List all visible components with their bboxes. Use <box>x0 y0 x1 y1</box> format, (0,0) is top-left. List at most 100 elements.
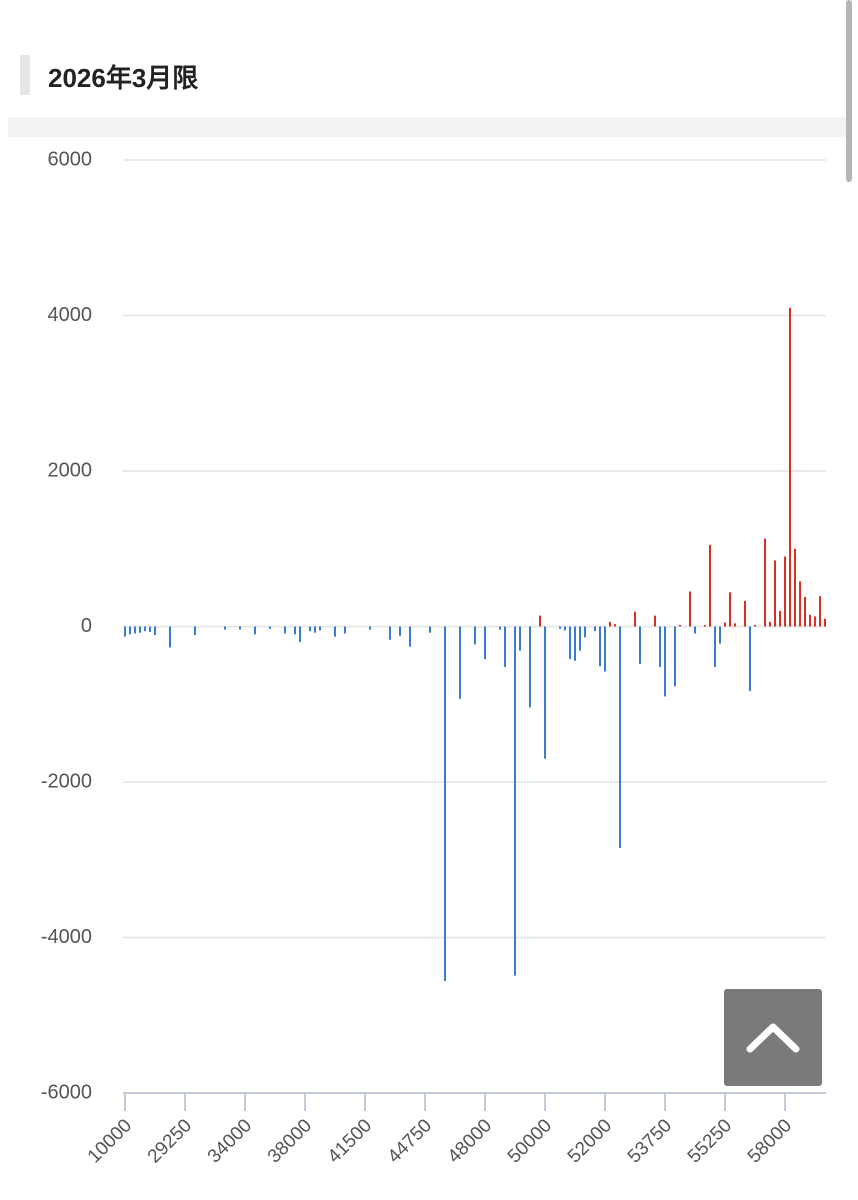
back-to-top-button[interactable] <box>724 989 822 1086</box>
chart: -6000 -4000 -2000 0 2000 4000 6000 10000 29250 34… <box>41 148 826 1167</box>
bar <box>144 626 146 632</box>
bar <box>254 626 256 635</box>
bar <box>674 626 676 687</box>
bar <box>599 626 601 667</box>
bar <box>484 626 486 660</box>
bar <box>704 624 706 627</box>
bar <box>399 626 401 636</box>
bar <box>654 615 656 627</box>
y-tick-label: -4000 <box>41 926 92 948</box>
bar <box>749 626 751 692</box>
x-tick-label: 48000 <box>444 1115 496 1167</box>
bar <box>519 626 521 651</box>
scrollbar-thumb[interactable] <box>846 0 852 182</box>
bar <box>224 626 226 630</box>
bar <box>804 596 806 627</box>
bar <box>639 626 641 664</box>
bar <box>389 626 391 640</box>
bar <box>604 626 606 672</box>
bar <box>729 592 731 627</box>
bar <box>609 621 611 627</box>
bar <box>789 307 791 627</box>
bar <box>809 614 811 627</box>
bar <box>774 560 776 627</box>
bar <box>689 591 691 627</box>
chart-title: 2026年3月限 <box>48 63 199 93</box>
bar <box>559 626 561 629</box>
bar <box>544 626 546 759</box>
bar <box>594 626 596 632</box>
bar <box>794 548 796 627</box>
y-tick-label: -6000 <box>41 1081 92 1103</box>
bar <box>444 626 446 982</box>
bar <box>334 626 336 637</box>
bar <box>124 626 126 637</box>
bar <box>819 596 821 627</box>
bar <box>734 623 736 627</box>
bar <box>269 626 271 629</box>
chevron-icon <box>746 1023 800 1053</box>
bar <box>194 626 196 636</box>
bar <box>529 626 531 708</box>
bar <box>284 626 286 634</box>
bar <box>719 626 721 644</box>
bar <box>659 626 661 667</box>
bar <box>709 544 711 627</box>
x-tick-label: 10000 <box>84 1115 136 1167</box>
bar <box>564 626 566 631</box>
bar <box>569 626 571 660</box>
bar <box>314 626 316 633</box>
x-tick-label: 41500 <box>324 1115 376 1167</box>
bar <box>459 626 461 699</box>
bar <box>474 626 476 645</box>
y-tick-label: -2000 <box>41 770 92 792</box>
bar <box>344 626 346 634</box>
bar <box>499 626 501 630</box>
bar <box>694 626 696 634</box>
bar <box>724 622 726 627</box>
heading-accent <box>20 55 30 95</box>
bar <box>619 626 621 849</box>
x-tick-label: 44750 <box>384 1115 436 1167</box>
bar <box>134 626 136 634</box>
x-tick-label: 55250 <box>684 1115 736 1167</box>
bar <box>299 626 301 643</box>
x-tick-label: 29250 <box>144 1115 196 1167</box>
bar <box>429 626 431 633</box>
bar <box>149 626 151 632</box>
x-tick-label: 58000 <box>744 1115 796 1167</box>
bar <box>779 610 781 627</box>
bar <box>309 626 311 632</box>
bar <box>129 626 131 635</box>
bar <box>539 615 541 627</box>
bar <box>169 626 171 648</box>
bar <box>514 626 516 976</box>
bar <box>764 538 766 627</box>
bar <box>369 626 371 630</box>
y-tick-label: 2000 <box>48 459 93 481</box>
separator-band <box>8 117 846 137</box>
bar <box>614 624 616 627</box>
bar <box>579 626 581 651</box>
bar <box>154 626 156 636</box>
bar <box>744 600 746 627</box>
x-tick-label: 38000 <box>264 1115 316 1167</box>
bar <box>634 611 636 627</box>
bar <box>799 581 801 627</box>
y-tick-label: 6000 <box>48 148 93 170</box>
bar <box>664 626 666 697</box>
bar <box>139 626 141 633</box>
bar <box>754 624 756 627</box>
x-tick-label: 53750 <box>624 1115 676 1167</box>
bar <box>504 626 506 667</box>
bar <box>294 626 296 635</box>
y-tick-label: 4000 <box>48 304 93 326</box>
bar <box>824 618 826 627</box>
bar <box>319 626 321 631</box>
y-tick-label: 0 <box>81 615 92 637</box>
bar <box>679 624 681 627</box>
bar <box>769 621 771 627</box>
x-tick-label: 34000 <box>204 1115 256 1167</box>
bar <box>239 626 241 630</box>
